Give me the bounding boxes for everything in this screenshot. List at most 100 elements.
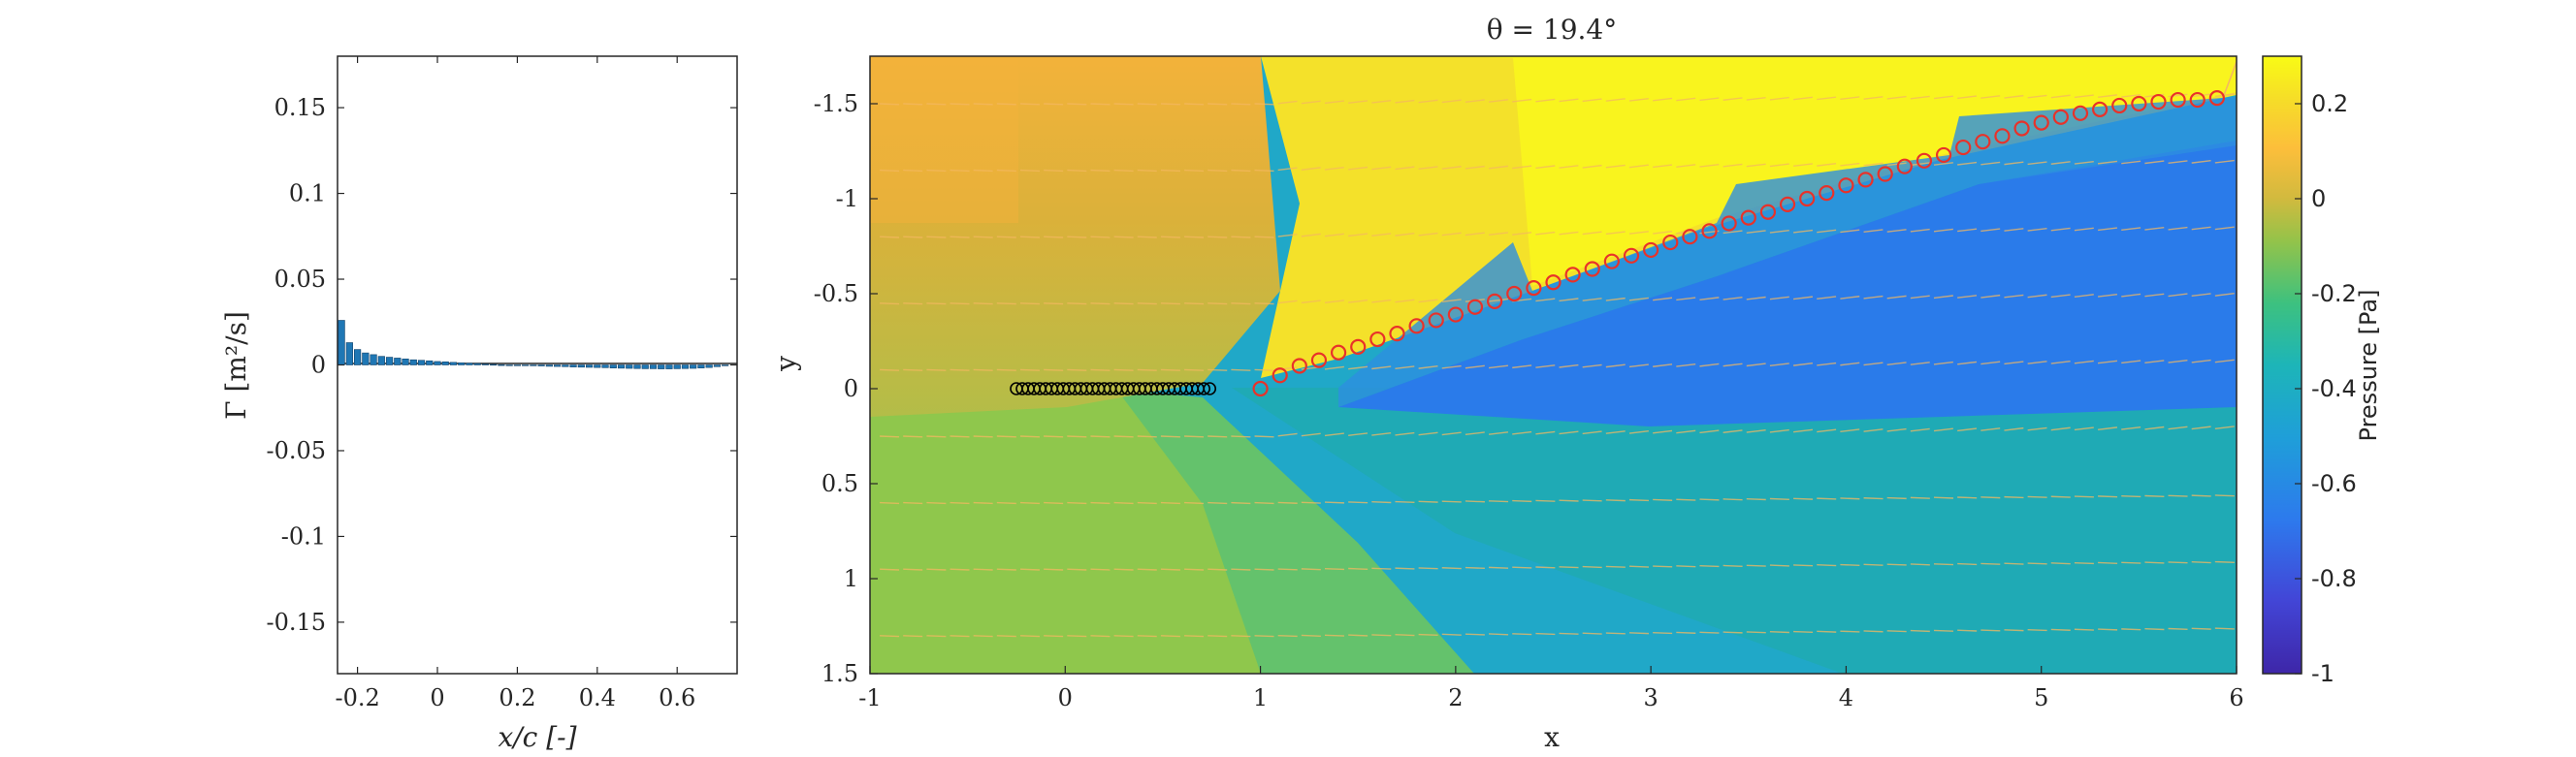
- quiver-arrow: [1418, 500, 1438, 503]
- quiver-arrow: [1488, 364, 1509, 369]
- bar-group: [338, 320, 729, 369]
- bar: [441, 362, 449, 365]
- quiver-arrow: [1208, 169, 1228, 173]
- quiver-arrow: [1441, 500, 1462, 503]
- quiver-arrow: [1699, 429, 1720, 434]
- quiver-arrow: [1301, 100, 1321, 105]
- quiver-arrow: [1137, 169, 1157, 173]
- quiver-arrow: [926, 368, 947, 371]
- quiver-arrow: [2214, 159, 2235, 164]
- quiver-arrow: [1208, 568, 1228, 571]
- quiver-arrow: [2004, 495, 2024, 499]
- bar: [498, 364, 505, 366]
- quiver-arrow: [2168, 293, 2188, 298]
- wake-marker: [1603, 253, 1620, 269]
- quiver-arrow: [1441, 633, 1462, 636]
- wake-marker: [1994, 128, 2011, 144]
- quiver-arrow: [1019, 103, 1041, 106]
- quiver-arrow: [2191, 494, 2211, 497]
- quiver-arrow: [1231, 635, 1251, 638]
- quiver-arrow: [950, 568, 970, 571]
- quiver-arrow: [1231, 169, 1251, 173]
- quiver-arrow: [1067, 169, 1087, 173]
- bar: [409, 359, 417, 365]
- quiver-arrow: [1628, 297, 1649, 301]
- quiver-arrow: [1723, 163, 1743, 168]
- quiver-arrow: [1044, 169, 1064, 173]
- right-axes-box: [869, 55, 2238, 675]
- quiver-arrow: [1769, 296, 1789, 300]
- bar: [417, 360, 426, 365]
- quiver-arrow: [1980, 294, 2001, 299]
- quiver-arrow: [1044, 368, 1064, 371]
- wake-marker: [1506, 285, 1523, 302]
- quiver-arrow: [1605, 363, 1626, 368]
- wake-marker: [1838, 177, 1854, 194]
- quiver-arrow: [1535, 499, 1556, 502]
- quiver-arrow: [1137, 568, 1157, 571]
- x-tick-label: 6: [2229, 684, 2243, 711]
- quiver-arrow: [1512, 364, 1532, 369]
- quiver-arrow: [2027, 495, 2047, 498]
- quiver-arrow: [1090, 169, 1111, 173]
- quiver-arrow: [1769, 428, 1789, 433]
- quiver-arrow: [1489, 500, 1509, 503]
- wake-marker: [1564, 267, 1581, 283]
- quiver-arrow: [1605, 98, 1626, 102]
- quiver-arrow: [1582, 164, 1602, 169]
- quiver-arrow: [973, 568, 993, 571]
- wake-marker: [1799, 190, 1816, 207]
- quiver-arrow: [2027, 426, 2047, 431]
- quiver-arrow: [1301, 233, 1321, 237]
- quiver-arrow: [2050, 227, 2071, 232]
- plate-markers: [1010, 382, 1217, 395]
- quiver-arrow: [1840, 229, 1860, 234]
- quiver-arrow: [1699, 498, 1720, 501]
- quiver-arrow: [1113, 103, 1134, 106]
- quiver-arrow: [926, 302, 947, 305]
- quiver-arrow: [950, 169, 970, 173]
- y-tick-label: 0.1: [289, 180, 326, 207]
- quiver-arrow: [2050, 94, 2071, 99]
- quiver-arrow: [2074, 94, 2094, 99]
- colorbar-tick-label: -0.6: [2311, 470, 2357, 497]
- wake-markers: [1252, 90, 2225, 397]
- quiver-arrow: [1535, 566, 1556, 569]
- quiver-arrow: [2121, 426, 2141, 430]
- wake-marker: [1291, 358, 1307, 374]
- bar: [370, 354, 377, 365]
- wake-marker: [1955, 139, 1972, 156]
- quiver-arrow: [973, 302, 993, 305]
- quiver-arrow: [2074, 227, 2094, 232]
- quiver-arrow: [1886, 630, 1907, 633]
- pressure-contours: [870, 56, 2237, 674]
- quiver-arrow: [1137, 435, 1157, 438]
- quiver-arrow: [1254, 302, 1274, 305]
- bar: [673, 364, 681, 369]
- quiver-arrow: [1418, 431, 1438, 436]
- quiver-arrow: [1535, 165, 1556, 170]
- quiver-arrow: [1699, 163, 1720, 168]
- quiver-arrow: [1957, 228, 1978, 233]
- quiver-arrow: [2098, 628, 2118, 631]
- right-y-label: y: [770, 356, 802, 372]
- quiver-arrow: [2027, 361, 2047, 364]
- bar: [633, 364, 641, 369]
- quiver-arrow: [1628, 498, 1650, 502]
- quiver-arrow: [1980, 161, 2001, 166]
- bar: [569, 364, 577, 367]
- quiver-arrow: [1395, 431, 1415, 436]
- quiver-arrow: [1137, 302, 1157, 305]
- quiver-arrow: [1184, 635, 1205, 638]
- field-lime: [870, 368, 1261, 674]
- quiver-arrow: [1723, 230, 1743, 235]
- quiver-arrow: [1512, 430, 1532, 435]
- quiver-arrow: [2074, 360, 2094, 364]
- wake-marker: [1779, 196, 1796, 212]
- quiver-arrow: [903, 501, 923, 505]
- quiver-arrow: [1723, 97, 1743, 101]
- quiver-arrow: [996, 302, 1016, 305]
- wake-marker: [2052, 109, 2069, 125]
- wake-marker: [2150, 93, 2167, 110]
- quiver-arrow: [1910, 362, 1930, 365]
